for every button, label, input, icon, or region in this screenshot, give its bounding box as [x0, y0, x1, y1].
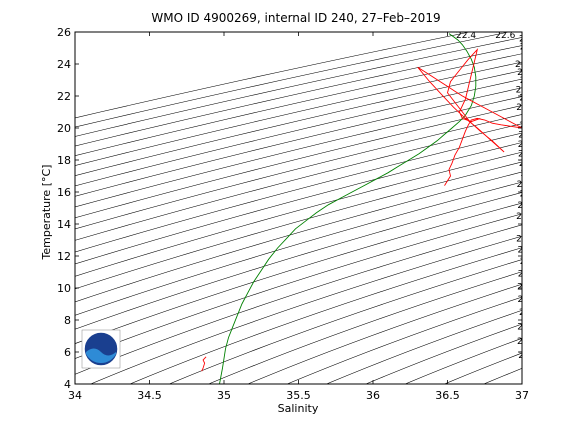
density-contour-label: 27.8: [517, 282, 537, 292]
density-contour-label: 27.4: [520, 257, 540, 267]
profile-series: [201, 33, 522, 384]
density-contour-label: 23.4: [515, 60, 535, 70]
noaa-logo: [81, 329, 121, 369]
density-contour: [207, 271, 522, 384]
density-contour-label: 23.2: [521, 50, 541, 60]
profile-line: [219, 33, 477, 384]
x-tick-label: 34: [68, 389, 82, 402]
density-contour: [75, 142, 522, 265]
density-contour-label: 28.8: [518, 351, 538, 361]
density-contour: [365, 323, 522, 384]
density-contour-label: 28.6: [517, 337, 537, 347]
density-contour: [75, 114, 522, 230]
y-tick-label: 4: [64, 378, 71, 391]
density-contour-label: 26.4: [517, 201, 537, 211]
density-contour: [75, 105, 522, 219]
density-contour-label: 26.6: [516, 212, 536, 222]
density-contour-label: 24: [516, 86, 528, 96]
x-tick-label: 34.5: [137, 389, 162, 402]
density-contour: [75, 61, 522, 166]
density-contour: [75, 123, 522, 241]
density-contour-label: 25: [518, 130, 529, 140]
density-contour-label: 22.6: [495, 31, 515, 41]
density-contour-label: 27.6: [518, 270, 538, 280]
density-contour-label: 28: [518, 295, 530, 305]
density-contour-label: 24.4: [516, 103, 536, 113]
density-contour-label: 24.8: [519, 121, 539, 131]
y-tick-label: 22: [57, 90, 71, 103]
x-axis-label: Salinity: [278, 402, 319, 415]
density-contour-label: 28.4: [517, 322, 537, 332]
density-contour: [75, 171, 522, 303]
density-contour: [75, 224, 522, 375]
y-tick-label: 26: [57, 26, 71, 39]
profile-line: [417, 48, 522, 186]
density-contour-label: 25.8: [521, 169, 541, 179]
y-tick-label: 18: [57, 154, 71, 167]
density-contour: [168, 259, 522, 384]
density-contour-label: 25.4: [518, 150, 538, 160]
density-contour-label: 23: [520, 42, 531, 52]
density-contour: [75, 161, 522, 290]
density-contour-label: 25.2: [518, 140, 538, 150]
density-contour-labels: 22.4 22.6 22.82323.223.423.623.82424.224.4…: [456, 31, 541, 376]
density-contour: [75, 53, 522, 157]
y-axis-label: Temperature [°C]: [40, 165, 53, 261]
density-contour: [75, 151, 522, 277]
x-tick-label: 35: [217, 389, 231, 402]
profile-line: [201, 356, 207, 372]
density-contour-label: 24.6: [521, 111, 541, 121]
x-tick-label: 36.5: [435, 389, 460, 402]
x-tick-label: 36: [366, 389, 380, 402]
y-tick-label: 6: [64, 346, 71, 359]
density-contour-label: 28.2: [519, 308, 539, 318]
density-contour: [75, 32, 511, 128]
density-contour: [129, 247, 522, 384]
density-contour-label: 29: [521, 366, 533, 376]
density-contour-label: 22.4: [456, 31, 476, 41]
y-tick-label: 14: [57, 218, 71, 231]
density-contour: [75, 37, 522, 137]
y-tick-label: 10: [57, 282, 71, 295]
density-contour: [75, 181, 522, 316]
density-contour-label: 22.8: [519, 34, 539, 44]
density-contour: [89, 235, 522, 384]
y-tick-label: 16: [57, 186, 71, 199]
density-contour-label: 23.8: [520, 76, 540, 86]
y-axis: 4 6 8 10 12 14 16 18 20 22 24 26: [57, 26, 522, 391]
x-tick-label: 37: [515, 389, 529, 402]
density-contour-label: 25.6: [519, 159, 539, 169]
density-contour-label: 27: [516, 234, 527, 244]
x-tick-label: 35.5: [286, 389, 311, 402]
density-contour: [286, 296, 522, 384]
density-contour: [404, 337, 522, 384]
density-contour: [75, 192, 522, 330]
density-contours: [75, 32, 522, 384]
density-contour: [247, 283, 522, 384]
density-contour-label: 26: [517, 180, 529, 190]
density-contour: [325, 309, 522, 384]
density-contour-label: 24.2: [519, 94, 539, 104]
y-tick-label: 24: [57, 58, 71, 71]
y-tick-label: 12: [57, 250, 71, 263]
density-contour-label: 27.2: [518, 246, 538, 256]
density-contour: [75, 32, 472, 119]
y-tick-label: 8: [64, 314, 71, 327]
chart-title: WMO ID 4900269, internal ID 240, 27–Feb–…: [151, 11, 440, 25]
density-contour-label: 26.2: [520, 190, 540, 200]
y-tick-label: 20: [57, 122, 71, 135]
density-contour-label: 23.6: [517, 68, 537, 78]
x-axis: 34 34.5 35 35.5 36 36.5 37: [68, 32, 529, 402]
density-contour: [75, 202, 522, 344]
density-contour: [75, 132, 522, 253]
density-contour: [75, 45, 522, 147]
